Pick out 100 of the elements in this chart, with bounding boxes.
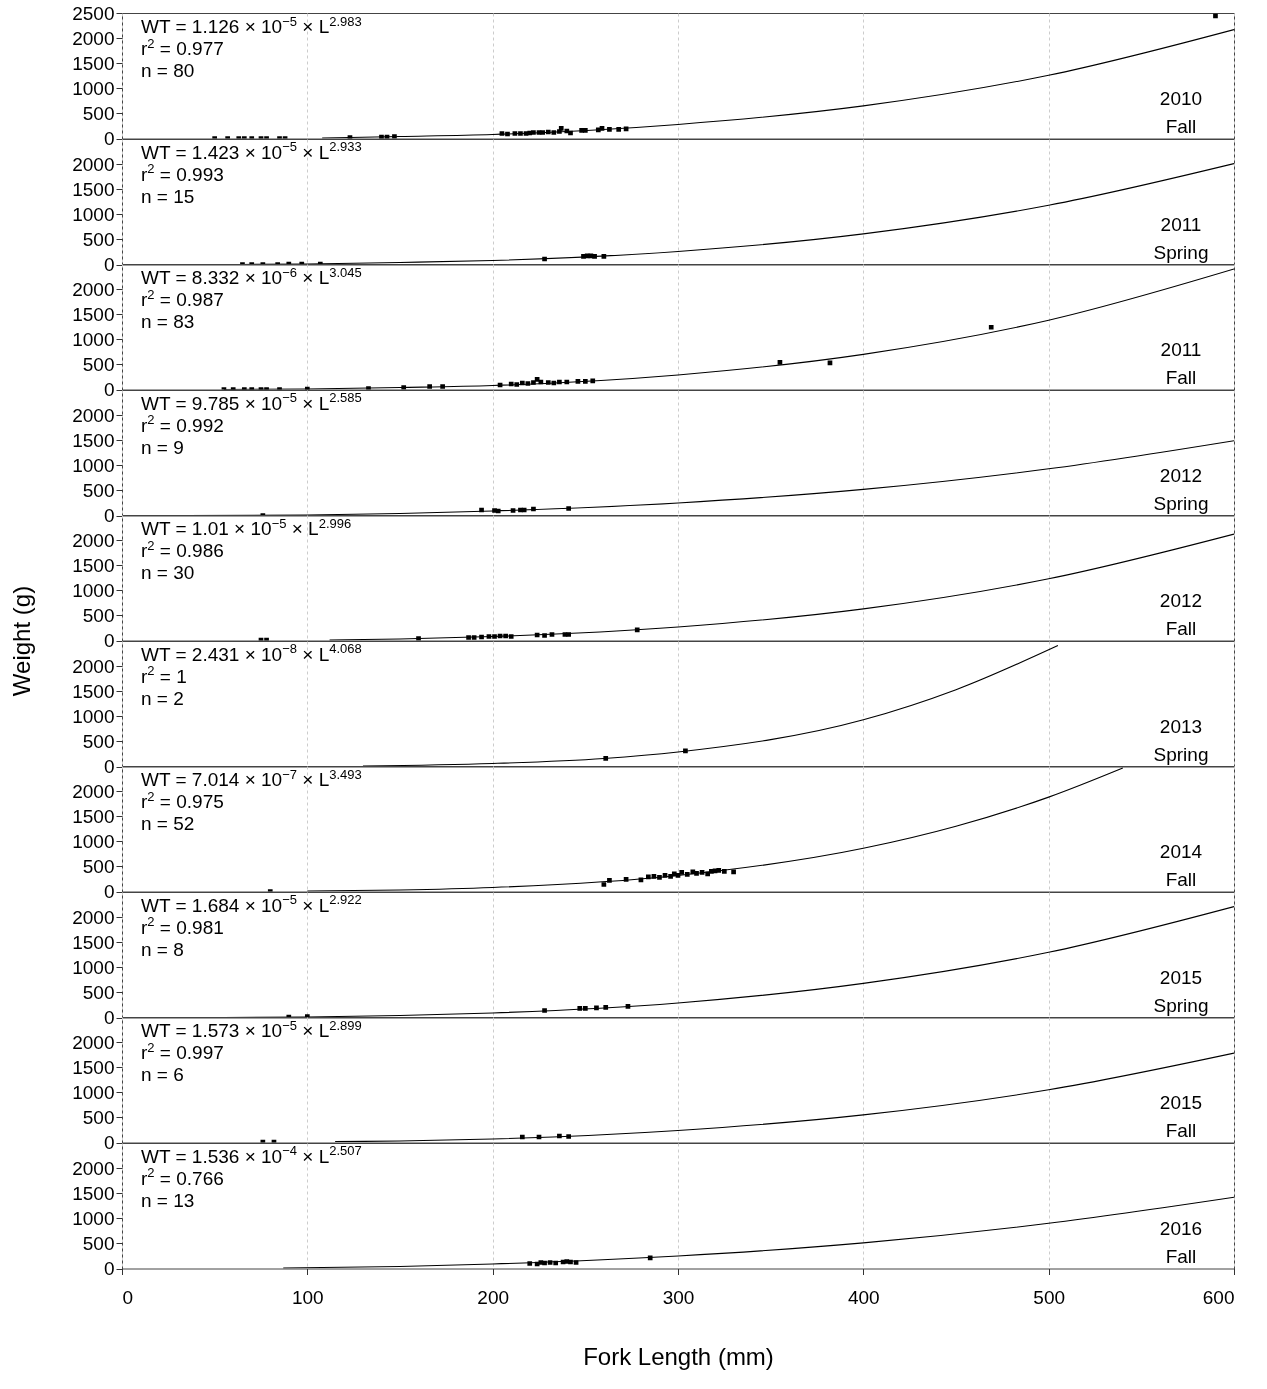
- point: [392, 134, 397, 139]
- annotation: 2015: [1158, 965, 1204, 990]
- point: [601, 882, 607, 887]
- y-tick-label: 500: [82, 1106, 115, 1128]
- y-tick-label: 1500: [72, 805, 115, 827]
- y-tick-label: 1000: [72, 579, 115, 601]
- y-tick-label: 0: [103, 1006, 115, 1028]
- point: [264, 136, 269, 139]
- y-tick-label: 1500: [72, 680, 115, 702]
- point: [616, 127, 622, 132]
- point: [668, 874, 673, 879]
- annotation: r$^{2}$ = 0.977: [141, 35, 225, 60]
- point: [721, 869, 727, 874]
- point: [657, 875, 662, 880]
- y-tick-label: 1000: [72, 830, 115, 852]
- annotation: r$^{2}$ = 0.986: [141, 537, 225, 562]
- annotation: 2014: [1158, 840, 1204, 864]
- point: [366, 386, 371, 390]
- annotation: 2012: [1158, 463, 1204, 488]
- y-tick-label: 1000: [72, 1207, 115, 1229]
- x-tick-label: 300: [662, 1286, 695, 1308]
- point: [277, 136, 282, 139]
- annotation: 2011: [1159, 212, 1203, 237]
- point: [440, 384, 445, 389]
- annotation: Spring: [1152, 491, 1210, 516]
- y-tick-label: 1500: [72, 429, 115, 451]
- y-tick-label: 1500: [72, 931, 115, 953]
- annotation: Fall: [1164, 366, 1198, 390]
- annotation: 2012: [1158, 589, 1204, 613]
- line-series: [282, 1196, 1234, 1268]
- annotation: n = 9: [141, 436, 185, 459]
- annotation: 2013: [1158, 714, 1204, 739]
- y-tick-label: 0: [103, 1132, 115, 1153]
- point: [694, 871, 699, 876]
- x-axis-title: Fork Length (mm): [583, 1342, 774, 1370]
- annotation: WT = 1.536 × 10$^{−4}$ × L$^{2.507}$: [141, 1143, 362, 1168]
- point: [505, 131, 510, 137]
- annotation: Spring: [1152, 240, 1210, 265]
- point: [514, 382, 520, 387]
- annotation: n = 52: [141, 813, 196, 835]
- point: [590, 378, 596, 384]
- y-tick-label: 0: [103, 504, 115, 526]
- point: [277, 387, 282, 390]
- point: [564, 379, 570, 385]
- y-tick-label: 500: [82, 102, 115, 124]
- annotation: n = 8: [141, 938, 185, 961]
- line-series: [329, 533, 1234, 641]
- annotation: r$^{2}$ = 0.766: [141, 1165, 225, 1190]
- y-tick-label: 500: [82, 228, 115, 250]
- point: [499, 131, 505, 136]
- annotation: r$^{2}$ = 0.981: [141, 914, 225, 939]
- annotation: n = 30: [141, 562, 196, 584]
- annotation: 2010: [1158, 87, 1204, 111]
- annotation: n = 6: [141, 1064, 185, 1086]
- point: [575, 379, 581, 384]
- x-tick-label: 200: [477, 1286, 510, 1308]
- point: [518, 131, 523, 136]
- annotation: Spring: [1152, 742, 1210, 767]
- y-tick-label: 1500: [72, 178, 115, 200]
- annotation: WT = 1.423 × 10$^{−5}$ × L$^{2.933}$: [141, 139, 362, 164]
- point: [225, 136, 230, 139]
- y-tick-label: 2000: [72, 780, 115, 802]
- point: [551, 380, 557, 386]
- annotation: WT = 1.573 × 10$^{−5}$ × L$^{2.899}$: [141, 1017, 362, 1042]
- y-tick-label: 2500: [72, 2, 115, 24]
- annotation: n = 15: [141, 185, 196, 208]
- x-tick-label: 100: [291, 1286, 324, 1308]
- point: [427, 384, 432, 389]
- annotation: 2015: [1158, 1091, 1204, 1115]
- annotation: r$^{2}$ = 0.987: [141, 286, 225, 311]
- annotation: WT = 1.684 × 10$^{−5}$ × L$^{2.922}$: [141, 892, 362, 917]
- point: [662, 873, 668, 878]
- annotation: WT = 2.431 × 10$^{−8}$ × L$^{4.068}$: [141, 641, 362, 666]
- point: [557, 379, 562, 385]
- x-tick-label: 500: [1033, 1286, 1066, 1308]
- y-tick-label: 500: [82, 604, 115, 626]
- y-tick-label: 0: [103, 630, 115, 651]
- y-tick-label: 1500: [72, 1182, 115, 1204]
- y-tick-label: 0: [103, 755, 115, 777]
- annotation: WT = 1.01 × 10$^{−5}$ × L$^{2.996}$: [141, 515, 352, 540]
- y-tick-label: 1000: [72, 328, 115, 350]
- point: [582, 379, 588, 384]
- y-tick-label: 1500: [72, 303, 115, 325]
- annotation: WT = 7.014 × 10$^{−7}$ × L$^{3.493}$: [141, 766, 362, 791]
- annotation: 2011: [1159, 338, 1203, 362]
- y-tick-label: 1000: [72, 1081, 115, 1103]
- y-tick-label: 2000: [72, 906, 115, 928]
- point: [525, 381, 531, 386]
- y-tick-label: 2000: [72, 404, 115, 426]
- annotation: Fall: [1164, 115, 1198, 139]
- line-series: [334, 1052, 1234, 1143]
- annotation: n = 80: [141, 60, 196, 82]
- annotation: r$^{2}$ = 1: [141, 663, 188, 688]
- y-tick-label: 1000: [72, 956, 115, 978]
- y-tick-label: 500: [82, 479, 115, 501]
- annotation: n = 13: [141, 1189, 196, 1212]
- point: [508, 381, 514, 387]
- point: [679, 870, 685, 875]
- y-tick-label: 1000: [72, 77, 115, 99]
- annotation: n = 83: [141, 311, 196, 333]
